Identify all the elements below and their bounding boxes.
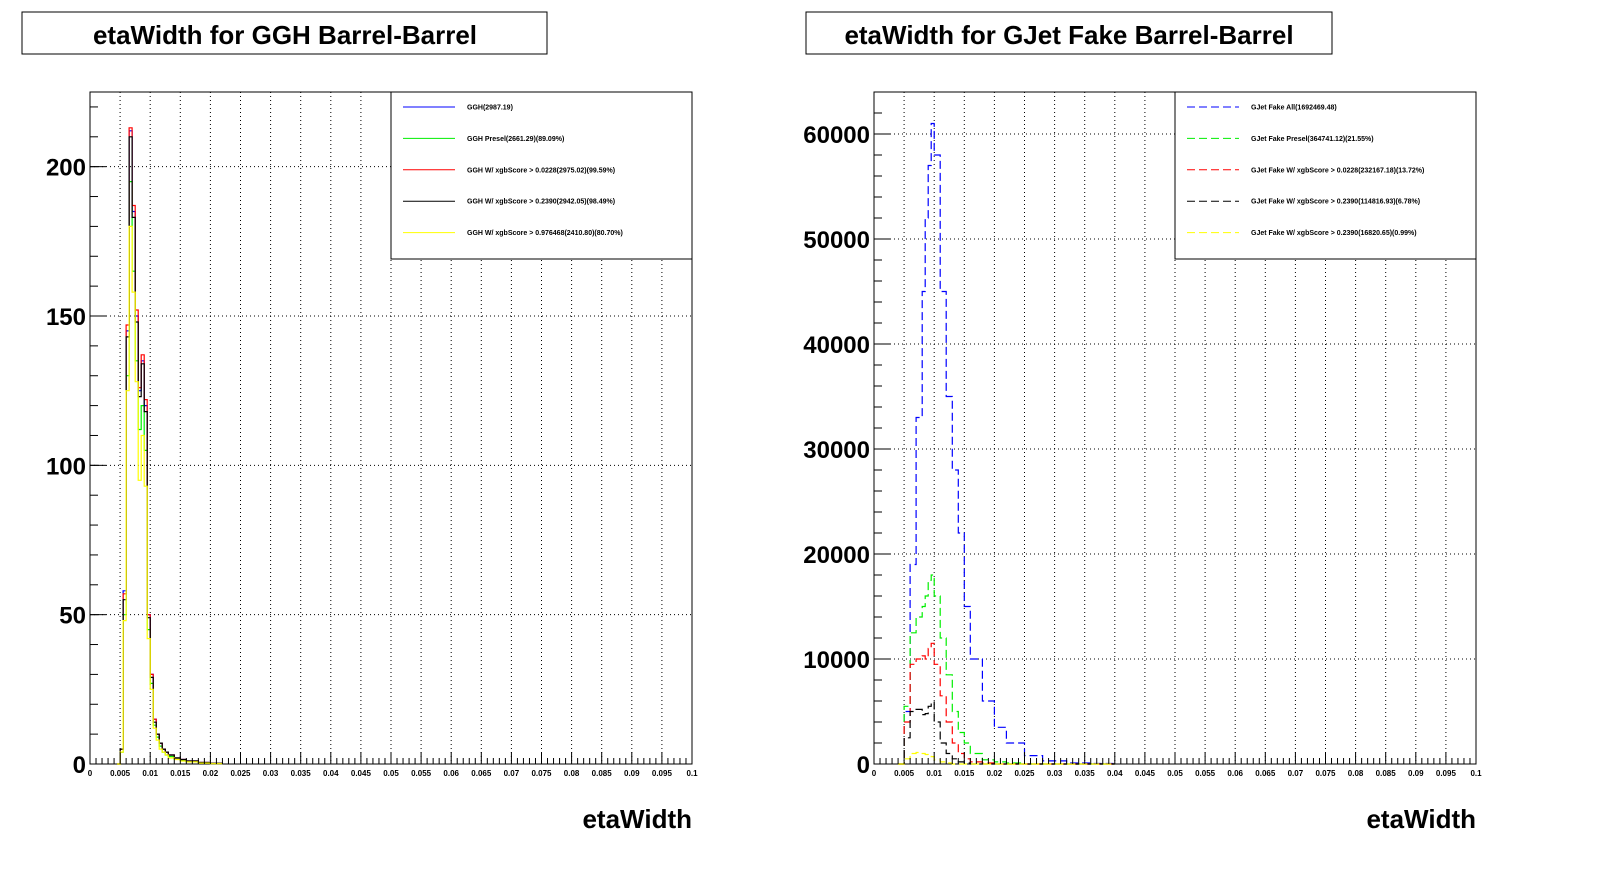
legend-box bbox=[1174, 91, 1477, 260]
x-tick-label: 0.01 bbox=[926, 769, 942, 778]
x-tick-label: 0 bbox=[872, 769, 877, 778]
y-tick-label: 30000 bbox=[803, 437, 870, 464]
legend-entry: GGH Presel(2661.29)(89.09%) bbox=[467, 136, 564, 143]
x-tick-label: 0.055 bbox=[411, 769, 432, 778]
chart-panel-ggh: etaWidth for GGH Barrel-Barrel 0 50 100 150… bbox=[21, 11, 698, 834]
legend-entry: GGH W/ xgbScore > 0.2390(2942.05)(98.49%… bbox=[467, 199, 615, 206]
legend-entry: GJet Fake All(1692469.48) bbox=[1251, 105, 1337, 112]
x-tick-label: 0.09 bbox=[1408, 769, 1424, 778]
x-tick-label: 0.03 bbox=[1047, 769, 1063, 778]
x-axis: 0 0.005 0.01 0.015 0.02 0.025 0.03 0.035 0.04 0.0… bbox=[872, 752, 1482, 778]
x-tick-label: 0.065 bbox=[471, 769, 492, 778]
x-tick-label: 0.07 bbox=[1288, 769, 1304, 778]
x-tick-label: 0.085 bbox=[1376, 769, 1397, 778]
x-tick-label: 0.02 bbox=[987, 769, 1003, 778]
x-tick-label: 0.095 bbox=[1436, 769, 1457, 778]
y-tick-label: 200 bbox=[46, 155, 86, 182]
x-tick-label: 0.025 bbox=[230, 769, 251, 778]
y-tick-label: 150 bbox=[46, 304, 86, 331]
legend: GGH(2987.19) GGH Presel(2661.29)(89.09%) G… bbox=[390, 91, 693, 260]
y-axis: 0 50 100 150 200 bbox=[46, 106, 106, 779]
y-tick-label: 60000 bbox=[803, 122, 870, 149]
y-tick-label: 20000 bbox=[803, 542, 870, 569]
x-tick-label: 0.1 bbox=[1470, 769, 1482, 778]
legend-entry: GGH W/ xgbScore > 0.0228(2975.02)(99.59%… bbox=[467, 167, 615, 174]
x-tick-label: 0.02 bbox=[203, 769, 219, 778]
x-tick-label: 0.08 bbox=[1348, 769, 1364, 778]
series-line bbox=[117, 136, 223, 765]
x-tick-label: 0.075 bbox=[531, 769, 552, 778]
legend-entry: GJet Fake Presel(364741.12)(21.55%) bbox=[1251, 136, 1374, 143]
chart-panel-gjet: etaWidth for GJet Fake Barrel-Barrel 0 10… bbox=[803, 11, 1482, 834]
x-tick-label: 0.06 bbox=[443, 769, 459, 778]
x-tick-label: 0.07 bbox=[504, 769, 520, 778]
x-tick-label: 0.035 bbox=[1075, 769, 1096, 778]
x-tick-label: 0.095 bbox=[652, 769, 673, 778]
y-tick-label: 0 bbox=[857, 752, 870, 779]
legend: GJet Fake All(1692469.48) GJet Fake Prese… bbox=[1174, 91, 1477, 260]
x-tick-label: 0.075 bbox=[1315, 769, 1336, 778]
title-box bbox=[805, 11, 1333, 55]
series-layer bbox=[898, 122, 1116, 765]
x-tick-label: 0.03 bbox=[263, 769, 279, 778]
series-line bbox=[117, 127, 223, 765]
y-tick-label: 50000 bbox=[803, 227, 870, 254]
x-tick-label: 0.005 bbox=[110, 769, 131, 778]
legend-entry: GGH(2987.19) bbox=[467, 105, 513, 112]
x-tick-label: 0.015 bbox=[954, 769, 975, 778]
x-tick-label: 0.06 bbox=[1227, 769, 1243, 778]
x-axis-label: etaWidth bbox=[582, 804, 692, 834]
x-tick-label: 0.09 bbox=[624, 769, 640, 778]
series-line bbox=[117, 225, 223, 765]
y-tick-label: 40000 bbox=[803, 332, 870, 359]
legend-entry: GJet Fake W/ xgbScore > 0.0228(232167.18… bbox=[1251, 167, 1424, 174]
y-axis: 0 10000 20000 30000 40000 50000 60000 bbox=[803, 91, 890, 779]
x-tick-label: 0.05 bbox=[383, 769, 399, 778]
series-line bbox=[117, 181, 223, 765]
x-tick-label: 0 bbox=[88, 769, 93, 778]
y-tick-label: 10000 bbox=[803, 647, 870, 674]
x-tick-label: 0.045 bbox=[1135, 769, 1156, 778]
x-axis-label: etaWidth bbox=[1366, 804, 1476, 834]
x-tick-label: 0.035 bbox=[291, 769, 312, 778]
x-tick-label: 0.025 bbox=[1014, 769, 1035, 778]
y-tick-label: 0 bbox=[73, 752, 86, 779]
title-box bbox=[21, 11, 548, 55]
x-axis: 0 0.005 0.01 0.015 0.02 0.025 0.03 0.035 0.04 0.0… bbox=[88, 752, 698, 778]
x-tick-label: 0.04 bbox=[323, 769, 339, 778]
x-tick-label: 0.065 bbox=[1255, 769, 1276, 778]
x-tick-label: 0.015 bbox=[170, 769, 191, 778]
chart-title: etaWidth for GJet Fake Barrel-Barrel bbox=[844, 20, 1293, 50]
x-tick-label: 0.045 bbox=[351, 769, 372, 778]
x-tick-label: 0.05 bbox=[1167, 769, 1183, 778]
y-tick-label: 100 bbox=[46, 453, 86, 480]
legend-entry: GJet Fake W/ xgbScore > 0.2390(114816.93… bbox=[1251, 199, 1420, 206]
y-tick-label: 50 bbox=[59, 603, 86, 630]
x-tick-label: 0.08 bbox=[564, 769, 580, 778]
x-tick-label: 0.055 bbox=[1195, 769, 1216, 778]
x-tick-label: 0.085 bbox=[592, 769, 613, 778]
x-tick-label: 0.04 bbox=[1107, 769, 1123, 778]
series-layer bbox=[117, 127, 223, 765]
series-line bbox=[898, 122, 1116, 765]
legend-entry: GGH W/ xgbScore > 0.976468(2410.80)(80.7… bbox=[467, 230, 623, 237]
chart-title: etaWidth for GGH Barrel-Barrel bbox=[93, 20, 477, 50]
x-tick-label: 0.005 bbox=[894, 769, 915, 778]
x-tick-label: 0.1 bbox=[686, 769, 698, 778]
legend-box bbox=[390, 91, 693, 260]
legend-entry: GJet Fake W/ xgbScore > 0.2390(16820.65)… bbox=[1251, 230, 1417, 237]
series-line bbox=[117, 130, 223, 765]
x-tick-label: 0.01 bbox=[142, 769, 158, 778]
